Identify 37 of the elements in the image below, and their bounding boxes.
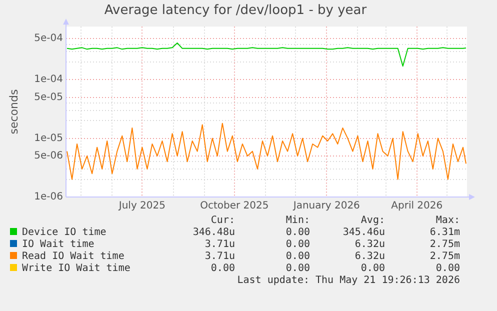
chart-title: Average latency for /dev/loop1 - by year <box>104 3 368 18</box>
y-tick-label: 5e-05 <box>34 92 63 103</box>
legend-label: Read IO Wait time <box>21 251 126 263</box>
text: 0.00 <box>284 239 310 251</box>
text: 2.75m <box>428 239 460 251</box>
text: 0.00 <box>284 227 310 239</box>
text: 3.71u <box>204 251 235 263</box>
y-tick-label: 1e-04 <box>34 74 63 86</box>
legend-label: IO Wait time <box>21 239 96 251</box>
text: 3.71u <box>204 239 235 251</box>
y-tick-label: 5e-04 <box>34 33 63 44</box>
y-tick-label: 1e-05 <box>34 132 63 144</box>
text: Avg: <box>360 215 385 227</box>
text: 6.32u <box>354 251 385 263</box>
legend-label: Device IO time <box>21 227 108 239</box>
text: Min: <box>284 215 310 227</box>
text: 346.48u <box>192 227 235 239</box>
x-tick-label: April 2026 <box>391 200 443 212</box>
x-tick-label: July 2025 <box>118 200 166 212</box>
y-tick-label: 1e-06 <box>34 192 63 203</box>
text: 0.00 <box>434 263 460 275</box>
text: 2.75m <box>428 251 460 263</box>
legend-label: Write IO Wait time <box>21 263 132 275</box>
text: 6.32u <box>354 239 385 251</box>
x-tick-label: October 2025 <box>200 200 269 212</box>
text: Last update: Thu May 21 19:26:13 2026 <box>236 275 460 287</box>
text: 0.00 <box>284 251 310 263</box>
text: 6.31m <box>428 227 460 239</box>
text: 0.00 <box>284 263 310 275</box>
text: 345.46u <box>342 227 385 239</box>
text: Max: <box>434 215 460 227</box>
x-tick-label: January 2026 <box>292 200 360 212</box>
y-tick-label: 5e-06 <box>34 150 63 162</box>
text: 0.00 <box>360 263 385 275</box>
y-axis-title: seconds <box>7 89 20 134</box>
text: Cur: <box>210 215 235 227</box>
text: 0.00 <box>210 263 235 275</box>
